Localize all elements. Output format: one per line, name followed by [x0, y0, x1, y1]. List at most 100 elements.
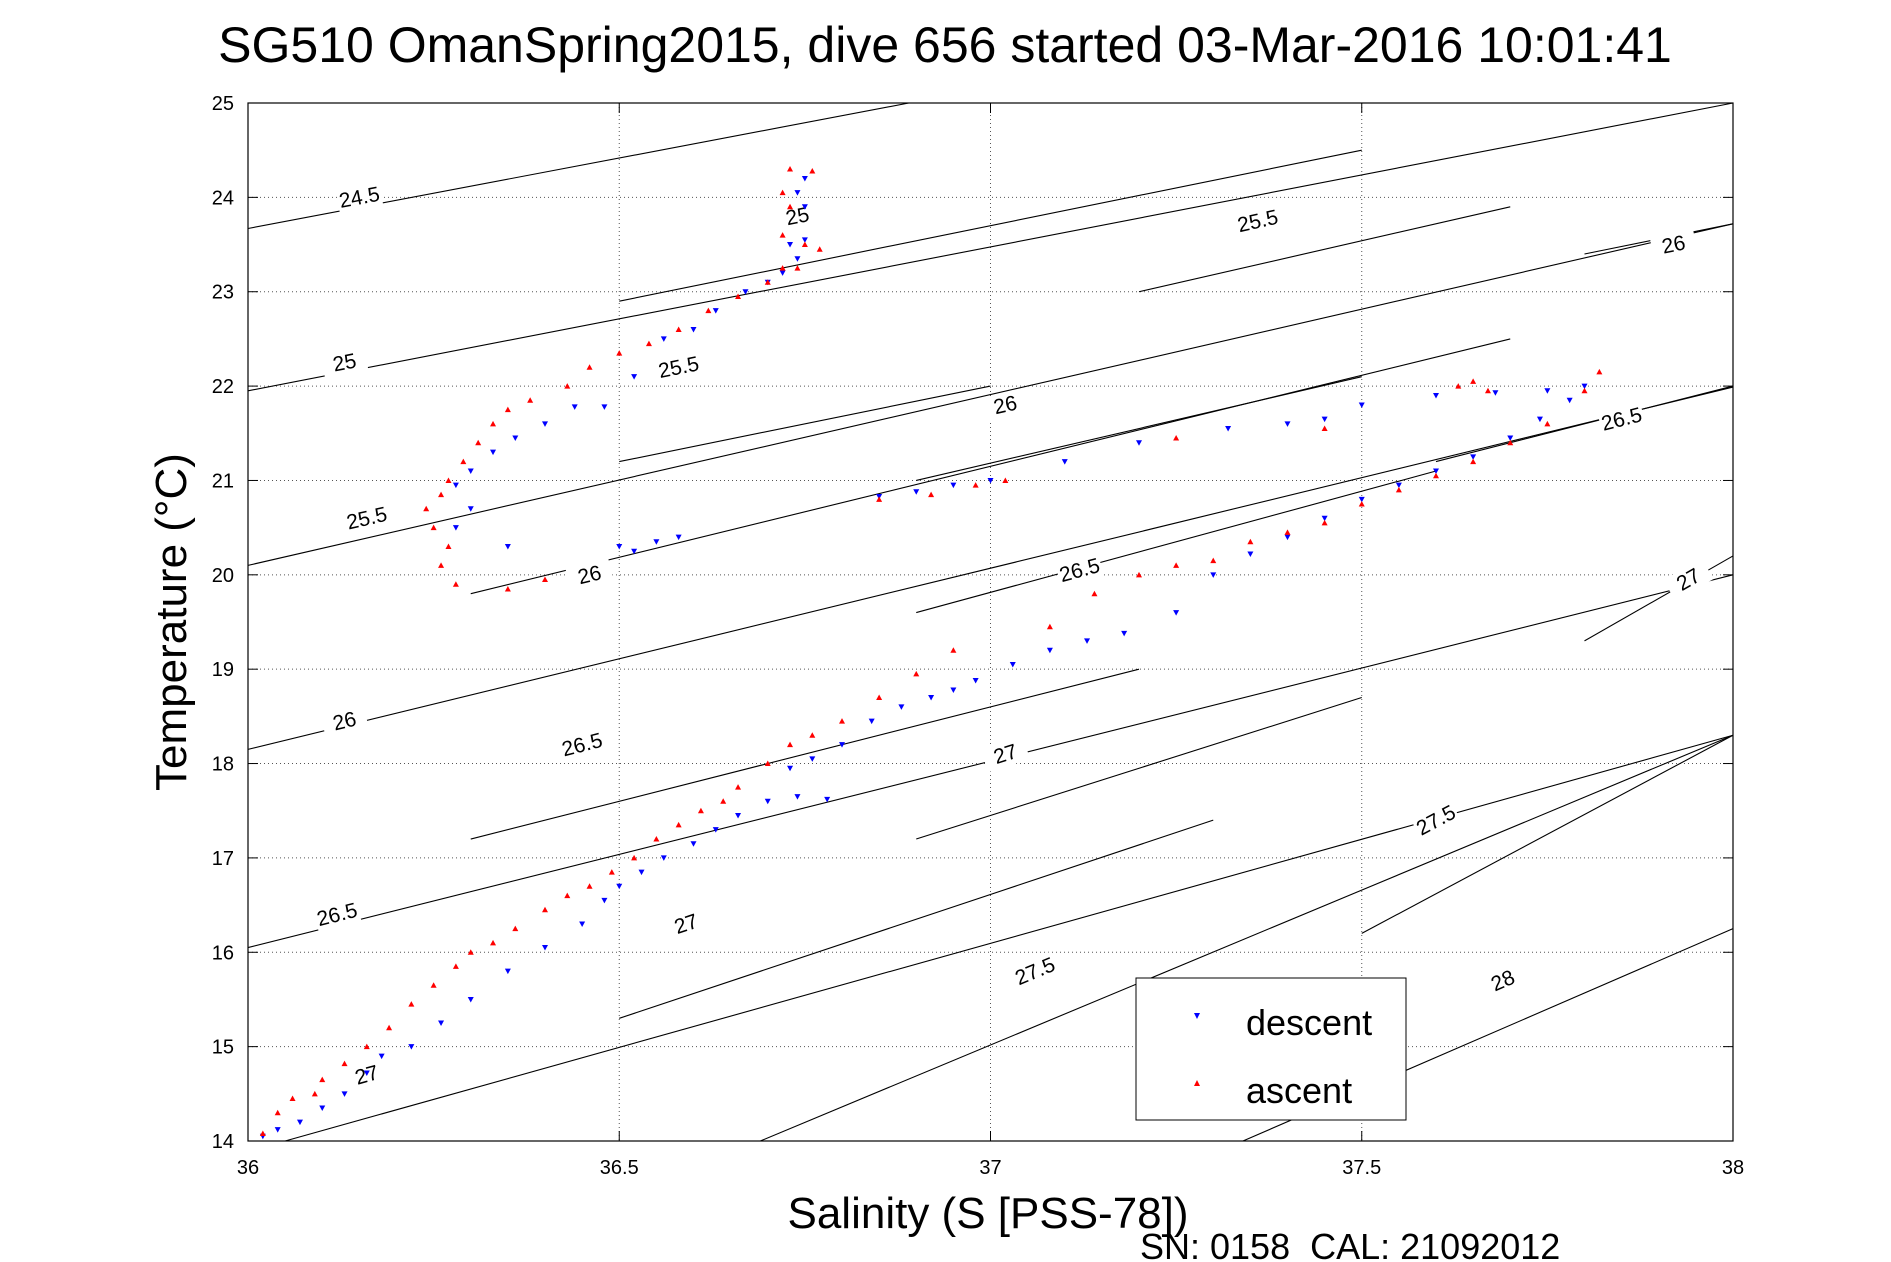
- ascent-point: [430, 982, 437, 988]
- descent-point: [712, 827, 719, 833]
- ascent-point: [1596, 368, 1603, 375]
- y-tick-label: 15: [212, 1037, 234, 1059]
- descent-point: [1284, 421, 1291, 427]
- ascent-point: [1455, 383, 1462, 389]
- descent-point: [1173, 610, 1180, 616]
- density-contour-line: [247, 386, 1734, 750]
- descent-point: [779, 270, 786, 276]
- ascent-point: [542, 576, 548, 583]
- descent-point: [898, 704, 905, 710]
- contour-label: 26: [331, 708, 359, 736]
- descent-point: [438, 1020, 445, 1027]
- density-contour-line: [470, 668, 1140, 840]
- ascent-point: [259, 1130, 266, 1136]
- axis-ticks: 36 36.5 37 37.5 38 14 15 16 17 18 19 20 21 22 23 24 25: [212, 93, 1744, 1179]
- ascent-point: [1173, 562, 1180, 568]
- ascent-point: [816, 246, 823, 252]
- ascent-point: [475, 439, 482, 446]
- ascent-point: [779, 189, 786, 196]
- legend-ascent-label: ascent: [1246, 1070, 1352, 1111]
- descent-point: [801, 175, 808, 182]
- y-tick-label: 23: [212, 282, 234, 304]
- x-tick-label: 36: [237, 1157, 259, 1179]
- ascent-point: [876, 496, 883, 502]
- ascent-point: [1091, 590, 1098, 597]
- ascent-point: [608, 869, 615, 875]
- descent-point: [950, 687, 957, 693]
- density-contour-line: [916, 376, 1362, 481]
- ascent-point: [311, 1090, 318, 1097]
- legend: descent ascent: [1135, 977, 1407, 1121]
- contour-label: 25: [331, 349, 358, 376]
- descent-point: [1544, 388, 1551, 394]
- density-contour-line: [284, 734, 1734, 1142]
- contour-label-gap: [320, 704, 369, 738]
- ascent-point: [705, 307, 712, 314]
- ascent-point: [631, 854, 638, 861]
- x-tick-label: 36.5: [600, 1157, 639, 1179]
- y-tick-label: 16: [212, 942, 234, 964]
- ascent-point: [787, 741, 794, 748]
- ascent-point: [386, 1024, 393, 1031]
- descent-point: [787, 242, 794, 248]
- contour-label-gap: [335, 181, 384, 214]
- contour-label-gap: [342, 501, 391, 535]
- ascent-point: [779, 265, 786, 271]
- contour-label-gap: [312, 897, 362, 932]
- ascent-point: [809, 167, 816, 174]
- contour-label-gap: [565, 557, 614, 592]
- ascent-point: [564, 892, 571, 899]
- contour-label-gap: [1010, 951, 1060, 991]
- ascent-point: [950, 647, 957, 653]
- contour-label-gap: [661, 905, 711, 943]
- ascent-point: [1002, 477, 1009, 483]
- ascent-point: [1358, 501, 1365, 507]
- density-contour-line: [1435, 385, 1734, 463]
- descent-point: [794, 256, 801, 262]
- descent-point: [638, 869, 645, 876]
- ascent-point: [1247, 538, 1254, 545]
- descent-point: [408, 1044, 415, 1050]
- x-tick-label: 37.5: [1342, 1157, 1381, 1179]
- descent-point: [1009, 661, 1016, 668]
- descent-point: [1581, 383, 1588, 390]
- ascent-point: [809, 732, 816, 738]
- ascent-point: [452, 581, 459, 587]
- ascent-point: [839, 718, 845, 724]
- descent-point: [712, 308, 719, 314]
- descent-point: [1136, 440, 1142, 446]
- ascent-point: [735, 293, 742, 299]
- ascent-point: [645, 340, 652, 347]
- contour-label-gap: [980, 736, 1030, 773]
- ascent-point: [1433, 472, 1439, 479]
- ascent-point: [490, 939, 497, 946]
- descent-point: [660, 336, 667, 342]
- contour-label-gap: [773, 200, 822, 233]
- ascent-point: [445, 477, 452, 483]
- ascent-point: [423, 505, 430, 512]
- ascent-point: [504, 406, 511, 413]
- descent-point: [735, 812, 742, 819]
- descent-point: [542, 421, 548, 427]
- ascent-point: [1581, 387, 1588, 394]
- ascent-point: [408, 1001, 415, 1007]
- contour-label: 26: [1660, 231, 1687, 258]
- ascent-point: [735, 784, 742, 790]
- descent-point: [764, 798, 771, 805]
- ascent-point: [274, 1109, 281, 1116]
- descent-point: [660, 855, 667, 861]
- ascent-point: [720, 798, 727, 804]
- legend-ascent-marker: [1194, 1080, 1200, 1086]
- ascent-point: [801, 241, 808, 248]
- ascent-point: [675, 326, 682, 332]
- contour-label: 26: [576, 561, 604, 589]
- ascent-point: [913, 670, 920, 677]
- descent-point: [1566, 397, 1573, 404]
- descent-point: [839, 742, 845, 748]
- density-contour-line: [1361, 734, 1734, 934]
- descent-point: [690, 326, 697, 333]
- ascent-point: [452, 963, 459, 969]
- ascent-point: [430, 524, 437, 531]
- ascent-point: [504, 585, 511, 592]
- descent-point: [363, 1070, 370, 1077]
